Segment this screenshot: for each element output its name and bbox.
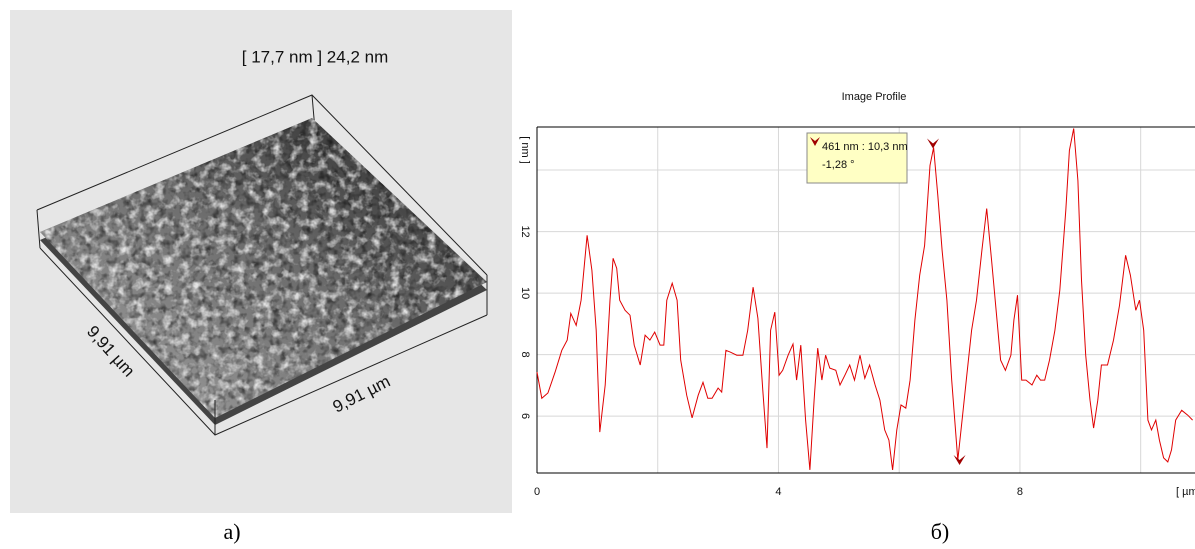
surface-peaks <box>40 118 487 418</box>
y-tick-label: 12 <box>519 225 531 237</box>
profile-chart: Image Profile [ nm ] [ µm ] б) 0 4 8 6 8 10 12… <box>519 91 1195 544</box>
annotation-icon <box>810 137 820 146</box>
cursor-marker <box>953 455 966 466</box>
caption: а) <box>223 519 240 544</box>
cursor-marker <box>927 138 940 149</box>
surface-title: [ 17,7 nm ] 24,2 nm <box>242 47 388 66</box>
chart-title: Image Profile <box>842 91 907 103</box>
annotation-text: -1,28 ° <box>822 159 855 171</box>
annotation-text: 461 nm : 10,3 nm <box>822 141 908 153</box>
plot-area <box>537 127 1195 473</box>
caption: б) <box>931 519 950 544</box>
bounding-box-front <box>39 247 488 436</box>
y-tick-label: 6 <box>519 413 531 419</box>
y-axis-label: [ nm ] <box>519 136 531 164</box>
x-tick-label: 4 <box>775 486 781 498</box>
annotation-box <box>806 132 908 184</box>
x-tick-label: 8 <box>1017 486 1023 498</box>
x-tick-label: 0 <box>534 486 540 498</box>
profile-line <box>536 128 1193 470</box>
y-tick-label: 10 <box>519 287 531 299</box>
y-tick-label: 8 <box>519 352 531 358</box>
bounding-box <box>36 94 488 315</box>
x-axis-label: [ µm ] <box>1176 486 1195 498</box>
surface-panel: [ 17,7 nm ] 24,2 nm 9,91 µm 9,91 µm а) <box>10 10 512 544</box>
